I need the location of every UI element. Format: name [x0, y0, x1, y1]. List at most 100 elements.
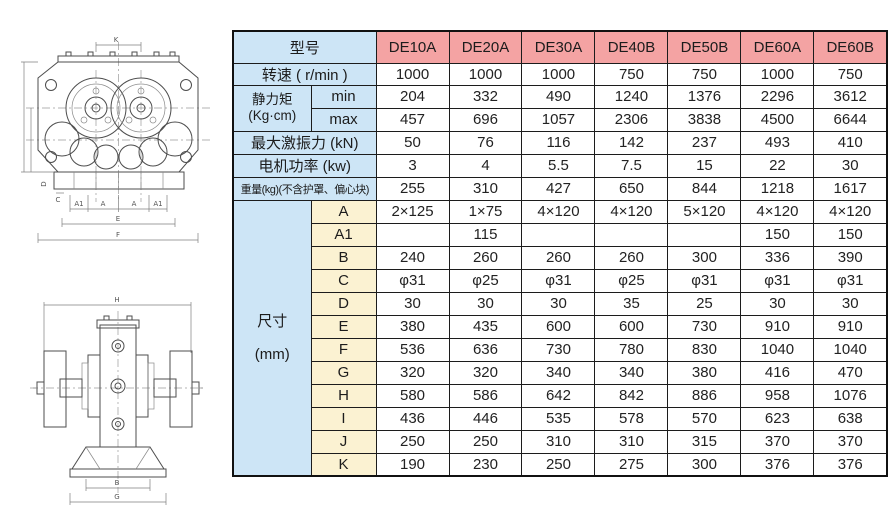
model-header: DE40B — [594, 30, 669, 64]
front-weight-cluster — [44, 121, 193, 170]
cell: 150 — [813, 222, 888, 247]
cell: 578 — [594, 406, 669, 431]
cell: 240 — [375, 245, 450, 270]
cell: 730 — [521, 337, 596, 362]
cell: 4×120 — [813, 199, 888, 224]
dim-name: E — [310, 314, 377, 339]
cell: 600 — [594, 314, 669, 339]
cell: φ31 — [740, 268, 815, 293]
model-header: DE20A — [448, 30, 523, 64]
dim-label-f: F — [116, 231, 120, 239]
cell: 1×75 — [448, 199, 523, 224]
side-eccentric-blocks — [33, 350, 203, 428]
cell: 1040 — [740, 337, 815, 362]
cell: φ31 — [375, 268, 450, 293]
cell: φ31 — [521, 268, 596, 293]
dim-row-C: C φ31 φ25 φ31 φ25 φ31 φ31 φ31 — [233, 268, 888, 293]
dim-row-D: D 30 30 30 35 25 30 30 — [233, 291, 888, 316]
dim-label-k: K — [114, 36, 119, 44]
cell: 1240 — [594, 84, 669, 109]
cell: 320 — [448, 360, 523, 385]
dim-label-e: E — [116, 215, 120, 223]
cell: 190 — [375, 452, 450, 477]
side-view-drawing: H — [0, 293, 232, 515]
cell: 230 — [448, 452, 523, 477]
dim-name: C — [310, 268, 377, 293]
cell: 435 — [448, 314, 523, 339]
cell: 30 — [375, 291, 450, 316]
cell: φ25 — [594, 268, 669, 293]
dimensions-label: 尺寸 (mm) — [232, 199, 312, 477]
cell: 1076 — [813, 383, 888, 408]
cell: φ25 — [448, 268, 523, 293]
cell — [594, 222, 669, 247]
cell: 300 — [667, 452, 742, 477]
dim-row-E: E 380 435 600 600 730 910 910 — [233, 314, 888, 339]
cell: 2306 — [594, 107, 669, 132]
dim-name: D — [310, 291, 377, 316]
cell: 30 — [813, 153, 888, 178]
weight-row: 重量(kg)(不含护罩、偏心块) 255 310 427 650 844 121… — [232, 176, 888, 201]
cell: 2×125 — [375, 199, 450, 224]
cell: 380 — [375, 314, 450, 339]
cell: 370 — [813, 429, 888, 454]
cell: 15 — [667, 153, 742, 178]
dim-row-B: B 240 260 260 260 300 336 390 — [233, 245, 888, 270]
dim-label-a1-left: A1 — [74, 200, 83, 208]
cell: 142 — [594, 130, 669, 155]
cell: 1000 — [448, 62, 523, 86]
cell: 237 — [667, 130, 742, 155]
cell: 730 — [667, 314, 742, 339]
front-view-drawing: K A1 A A A1 E — [0, 12, 232, 284]
exciting-force-label: 最大激振力 (kN) — [232, 130, 377, 155]
motor-power-row: 电机功率 (kw) 3 4 5.5 7.5 15 22 30 — [232, 153, 888, 178]
min-label: min — [310, 84, 377, 109]
front-view-svg: K A1 A A A1 E — [21, 36, 210, 243]
cell: 4×120 — [740, 199, 815, 224]
dimensions-label-line2: (mm) — [254, 345, 290, 363]
dim-label-d: D — [40, 181, 48, 186]
cell: 1000 — [740, 62, 815, 86]
cell: 910 — [813, 314, 888, 339]
cell: 4 — [448, 153, 523, 178]
cell: 7.5 — [594, 153, 669, 178]
cell: 116 — [521, 130, 596, 155]
cell: 260 — [448, 245, 523, 270]
model-header: DE10A — [375, 30, 450, 64]
front-dimensions: K A1 A A A1 E — [21, 36, 199, 243]
dim-row-A: 尺寸 (mm) A 2×125 1×75 4×120 4×120 5×120 4… — [232, 199, 888, 477]
cell: 22 — [740, 153, 815, 178]
exciting-force-row: 最大激振力 (kN) 50 76 116 142 237 493 410 — [232, 130, 888, 155]
cell: 427 — [521, 176, 596, 201]
cell — [521, 222, 596, 247]
dim-row-F: F 536 636 730 780 830 1040 1040 — [233, 337, 888, 362]
header-row: 型号 DE10A DE20A DE30A DE40B DE50B DE60A D… — [232, 30, 888, 64]
cell: 76 — [448, 130, 523, 155]
cell: 310 — [594, 429, 669, 454]
dim-label-g: G — [114, 493, 119, 501]
cell: 30 — [521, 291, 596, 316]
cell: 260 — [521, 245, 596, 270]
dim-name: A — [310, 199, 377, 224]
cell: 376 — [813, 452, 888, 477]
cell: 1000 — [521, 62, 596, 86]
cell: 25 — [667, 291, 742, 316]
cell: 600 — [521, 314, 596, 339]
cell: 30 — [740, 291, 815, 316]
dim-name: G — [310, 360, 377, 385]
model-corner-label: 型号 — [232, 30, 377, 64]
cell: 493 — [740, 130, 815, 155]
static-moment-label-unit: (Kg·cm) — [248, 108, 297, 123]
cell: 340 — [521, 360, 596, 385]
cell: 570 — [667, 406, 742, 431]
dim-label-a1-right: A1 — [153, 200, 162, 208]
cell: 4500 — [740, 107, 815, 132]
cell: 150 — [740, 222, 815, 247]
dim-name: K — [310, 452, 377, 477]
dimensions-label-line1: 尺寸 — [257, 312, 288, 330]
cell: 844 — [667, 176, 742, 201]
cell: 6644 — [813, 107, 888, 132]
dim-name: B — [310, 245, 377, 270]
dim-label-c: C — [56, 196, 61, 204]
side-dim-b-g: B G — [69, 479, 167, 505]
